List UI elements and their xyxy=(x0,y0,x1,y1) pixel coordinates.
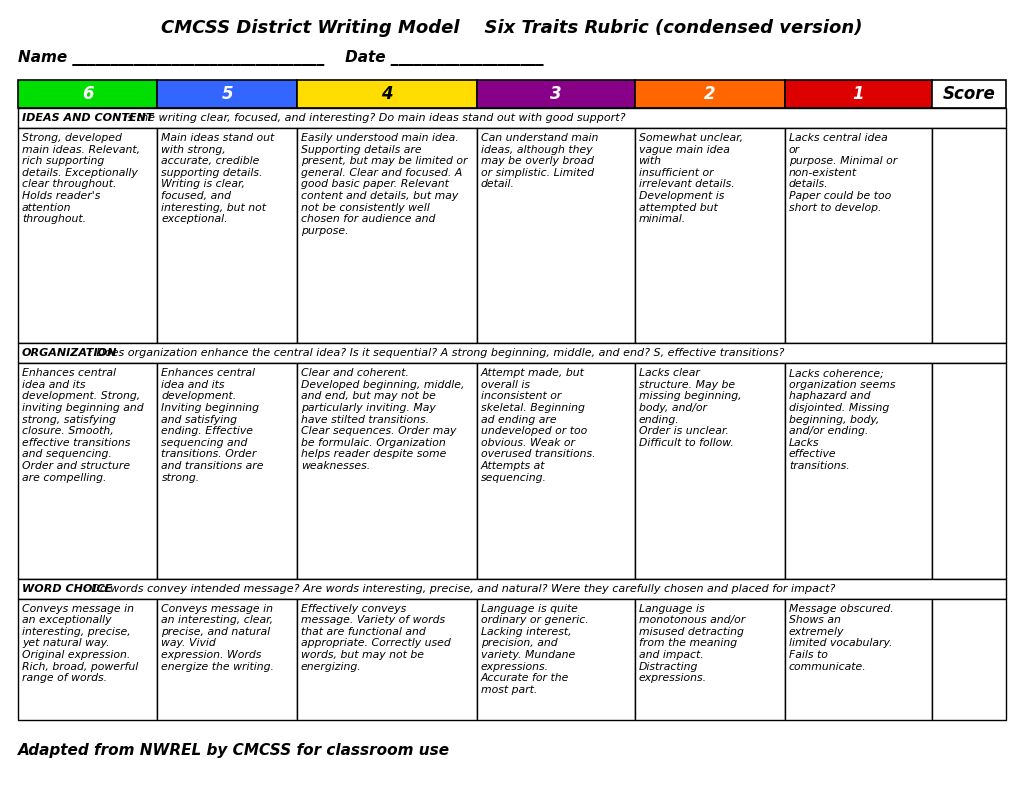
Bar xyxy=(297,363,476,578)
Text: 6: 6 xyxy=(82,85,93,103)
Text: 4: 4 xyxy=(381,85,392,103)
Bar xyxy=(784,599,932,720)
Bar xyxy=(18,599,158,720)
Bar xyxy=(635,363,784,578)
Bar xyxy=(784,80,932,108)
Text: Lacks central idea
or
purpose. Minimal or
non-existent
details.
Paper could be t: Lacks central idea or purpose. Minimal o… xyxy=(788,133,897,213)
Bar xyxy=(158,128,297,343)
Bar xyxy=(784,363,932,578)
Bar xyxy=(784,128,932,343)
Text: Language is quite
ordinary or generic.
Lacking interest,
precision, and
variety.: Language is quite ordinary or generic. L… xyxy=(480,604,589,694)
Text: Effectively conveys
message. Variety of words
that are functional and
appropriat: Effectively conveys message. Variety of … xyxy=(301,604,451,672)
Text: WORD CHOICE: WORD CHOICE xyxy=(22,584,113,593)
Bar xyxy=(932,363,1006,578)
Bar xyxy=(297,128,476,343)
Text: Clear and coherent.
Developed beginning, middle,
and end, but may not be
particu: Clear and coherent. Developed beginning,… xyxy=(301,369,464,471)
Bar xyxy=(476,599,635,720)
Bar xyxy=(158,80,297,108)
Text: CMCSS District Writing Model    Six Traits Rubric (condensed version): CMCSS District Writing Model Six Traits … xyxy=(161,19,863,37)
Bar xyxy=(297,80,476,108)
Text: Strong, developed
main ideas. Relevant,
rich supporting
details. Exceptionally
c: Strong, developed main ideas. Relevant, … xyxy=(22,133,140,224)
Bar xyxy=(635,128,784,343)
Bar xyxy=(158,599,297,720)
Text: Enhances central
idea and its
development.
Inviting beginning
and satisfying
end: Enhances central idea and its developmen… xyxy=(162,369,264,483)
Bar xyxy=(158,363,297,578)
Bar xyxy=(18,80,158,108)
Text: Adapted from NWREL by CMCSS for classroom use: Adapted from NWREL by CMCSS for classroo… xyxy=(18,743,451,758)
Text: 1: 1 xyxy=(853,85,864,103)
Bar xyxy=(932,599,1006,720)
Text: Lacks coherence;
organization seems
haphazard and
disjointed. Missing
beginning,: Lacks coherence; organization seems haph… xyxy=(788,369,895,471)
Text: ORGANIZATION: ORGANIZATION xyxy=(22,348,118,358)
Text: Lacks clear
structure. May be
missing beginning,
body, and/or
ending.
Order is u: Lacks clear structure. May be missing be… xyxy=(639,369,741,448)
Text: Score: Score xyxy=(942,85,995,103)
Text: : Does organization enhance the central idea? Is it sequential? A strong beginni: : Does organization enhance the central … xyxy=(89,348,784,358)
Bar xyxy=(635,80,784,108)
Text: Main ideas stand out
with strong,
accurate, credible
supporting details.
Writing: Main ideas stand out with strong, accura… xyxy=(162,133,274,224)
Bar xyxy=(932,80,1006,108)
Bar xyxy=(476,80,635,108)
Bar xyxy=(18,108,1006,128)
Bar xyxy=(18,578,1006,599)
Bar xyxy=(476,363,635,578)
Bar xyxy=(932,128,1006,343)
Text: : Is the writing clear, focused, and interesting? Do main ideas stand out with g: : Is the writing clear, focused, and int… xyxy=(117,113,626,123)
Text: Enhances central
idea and its
development. Strong,
inviting beginning and
strong: Enhances central idea and its developmen… xyxy=(22,369,143,483)
Text: 3: 3 xyxy=(550,85,561,103)
Bar xyxy=(476,128,635,343)
Bar xyxy=(18,343,1006,363)
Text: Message obscured.
Shows an
extremely
limited vocabulary.
Fails to
communicate.: Message obscured. Shows an extremely lim… xyxy=(788,604,894,672)
Text: IDEAS AND CONTENT: IDEAS AND CONTENT xyxy=(22,113,154,123)
Text: 5: 5 xyxy=(221,85,232,103)
Bar xyxy=(297,599,476,720)
Bar xyxy=(18,128,158,343)
Text: : Do words convey intended message? Are words interesting, precise, and natural?: : Do words convey intended message? Are … xyxy=(84,584,835,593)
Text: Language is
monotonous and/or
misused detracting
from the meaning
and impact.
Di: Language is monotonous and/or misused de… xyxy=(639,604,744,683)
Text: Easily understood main idea.
Supporting details are
present, but may be limited : Easily understood main idea. Supporting … xyxy=(301,133,467,236)
Text: Can understand main
ideas, although they
may be overly broad
or simplistic. Limi: Can understand main ideas, although they… xyxy=(480,133,598,189)
Text: Conveys message in
an interesting, clear,
precise, and natural
way. Vivid
expres: Conveys message in an interesting, clear… xyxy=(162,604,274,672)
Text: Conveys message in
an exceptionally
interesting, precise,
yet natural way.
Origi: Conveys message in an exceptionally inte… xyxy=(22,604,138,683)
Text: Attempt made, but
overall is
inconsistent or
skeletal. Beginning
ad ending are
u: Attempt made, but overall is inconsisten… xyxy=(480,369,595,483)
Bar xyxy=(635,599,784,720)
Bar xyxy=(18,363,158,578)
Text: Name _________________________________    Date ____________________: Name _________________________________ D… xyxy=(18,50,544,66)
Text: 2: 2 xyxy=(703,85,716,103)
Text: Somewhat unclear,
vague main idea
with
insufficient or
irrelevant details.
Devel: Somewhat unclear, vague main idea with i… xyxy=(639,133,742,224)
